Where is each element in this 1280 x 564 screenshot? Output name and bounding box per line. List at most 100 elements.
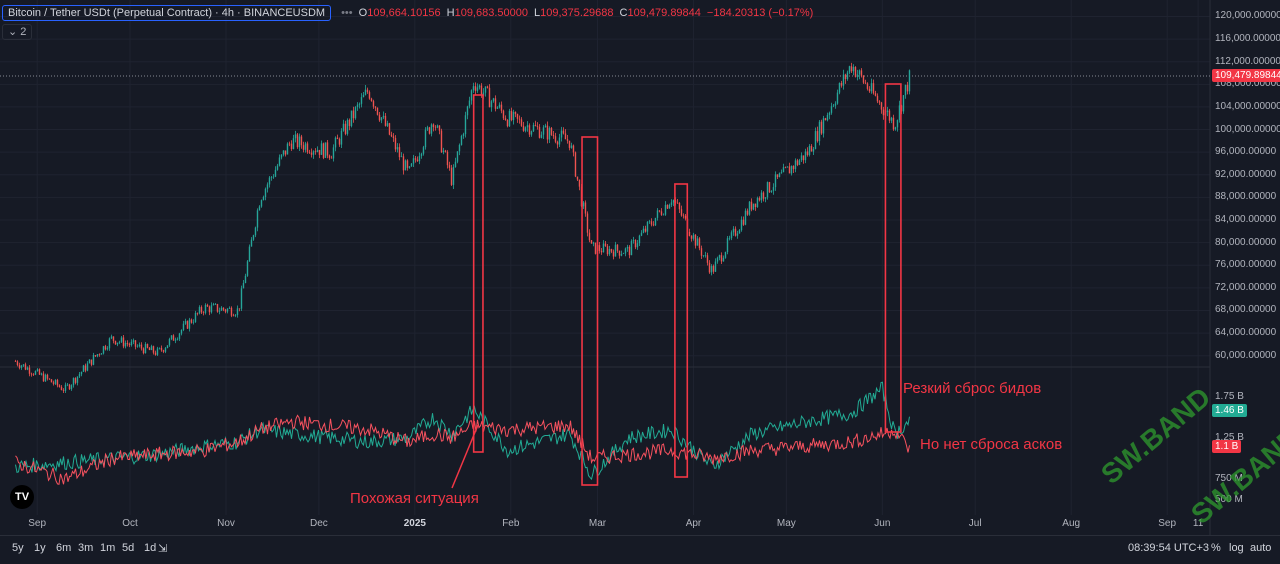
timeframe-5y[interactable]: 5y — [12, 542, 24, 554]
high-value: 109,683.50000 — [454, 7, 528, 19]
candle-body — [52, 382, 55, 384]
candle-body — [68, 384, 71, 390]
candle-body — [122, 337, 125, 347]
candle-body — [890, 117, 893, 121]
candle-body — [110, 336, 113, 339]
candle-body — [554, 136, 557, 142]
candle-body — [802, 155, 805, 161]
candle-body — [338, 139, 341, 145]
candle-body — [322, 143, 325, 158]
candle-body — [290, 143, 293, 150]
more-icon[interactable]: ••• — [341, 7, 353, 19]
candle-body — [102, 346, 105, 354]
candle-body — [510, 110, 513, 121]
candle-body — [384, 115, 387, 126]
price-tick-label: 108,000.00000 — [1215, 78, 1280, 90]
current-price-tag: 109,479.89844 — [1212, 69, 1280, 82]
price-tick-label: 72,000.00000 — [1215, 281, 1277, 293]
price-tick-label: 80,000.00000 — [1215, 236, 1277, 248]
tradingview-logo[interactable]: TV — [10, 485, 34, 509]
candle-body — [154, 352, 157, 355]
indicator-toggle[interactable]: ⌄ 2 — [2, 24, 33, 40]
candle-body — [276, 165, 279, 170]
timeframe-1y[interactable]: 1y — [34, 542, 46, 554]
low-label: L — [534, 7, 541, 19]
candle-body — [664, 204, 667, 215]
volume-line-asks — [15, 414, 910, 485]
candle-body — [590, 240, 593, 244]
candle-body — [188, 319, 191, 329]
candle-body — [672, 200, 675, 203]
candle-body — [600, 250, 603, 253]
close-label: C — [619, 7, 628, 19]
candle-body — [54, 379, 57, 384]
percent-toggle[interactable]: % — [1211, 542, 1221, 554]
candle-body — [134, 340, 137, 347]
candle-body — [56, 379, 59, 386]
candle-body — [758, 198, 761, 201]
candle-body — [486, 86, 489, 88]
candle-body — [266, 184, 269, 189]
candle-body — [176, 338, 179, 340]
clock[interactable]: 08:39:54 UTC+3 — [1128, 542, 1210, 554]
candle-body — [32, 374, 35, 375]
candle-body — [38, 369, 41, 375]
candle-body — [652, 224, 655, 226]
candle-body — [858, 70, 861, 75]
candle-body — [392, 136, 395, 139]
candle-body — [254, 227, 257, 236]
candle-body — [524, 127, 527, 131]
candle-body — [152, 346, 155, 353]
candle-body — [334, 137, 337, 148]
symbol-title[interactable]: Bitcoin / Tether USDt (Perpetual Contrac… — [2, 5, 332, 21]
candle-body — [216, 304, 219, 312]
candle-body — [414, 158, 417, 160]
candle-body — [90, 359, 93, 365]
candle-body — [160, 347, 163, 351]
auto-toggle[interactable]: auto — [1250, 542, 1272, 554]
candle-body — [828, 112, 831, 116]
candle-body — [704, 255, 707, 256]
candle-body — [224, 309, 227, 312]
candle-body — [808, 146, 811, 155]
candle-body — [514, 111, 517, 114]
candle-body — [150, 346, 153, 351]
candle-body — [876, 95, 879, 102]
candle-body — [714, 261, 717, 272]
timeframe-5d[interactable]: 5d — [122, 542, 135, 554]
candle-body — [48, 378, 51, 380]
candle-body — [256, 210, 259, 228]
date-range-icon[interactable]: ⇲ — [158, 543, 168, 555]
candle-body — [530, 131, 533, 135]
timeframe-1m[interactable]: 1m — [100, 542, 116, 554]
timeframe-3m[interactable]: 3m — [78, 542, 94, 554]
candle-body — [340, 130, 343, 145]
candle-body — [542, 127, 545, 135]
candle-body — [20, 365, 23, 368]
candle-body — [450, 167, 453, 185]
candle-body — [446, 151, 449, 166]
candle-body — [324, 142, 327, 158]
timeframe-1d[interactable]: 1d — [144, 542, 157, 554]
candle-body — [562, 130, 565, 134]
candle-body — [658, 210, 661, 212]
candle-body — [438, 125, 441, 131]
candle-body — [174, 339, 177, 341]
candle-body — [908, 70, 911, 92]
candle-body — [316, 149, 319, 152]
candle-body — [710, 266, 713, 273]
candle-body — [690, 235, 693, 239]
candle-body — [662, 214, 665, 216]
log-toggle[interactable]: log — [1229, 542, 1244, 554]
candle-body — [210, 305, 213, 313]
candle-body — [402, 156, 405, 171]
candle-body — [158, 347, 161, 349]
candle-body — [382, 115, 385, 118]
candle-body — [684, 215, 687, 219]
candle-body — [98, 354, 101, 355]
candle-body — [622, 253, 625, 255]
timeframe-6m[interactable]: 6m — [56, 542, 72, 554]
time-tick-label: Aug — [1062, 518, 1081, 529]
candle-body — [706, 255, 709, 263]
